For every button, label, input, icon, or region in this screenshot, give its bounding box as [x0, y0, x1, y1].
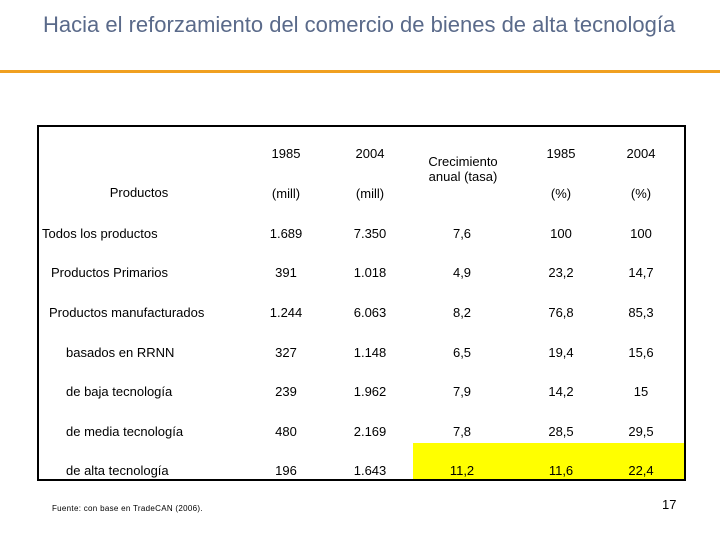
cell-2004-mill: 1.962 [353, 384, 387, 399]
row-label: Productos manufacturados [49, 305, 205, 320]
header-1985-mill: 1985 [271, 146, 301, 161]
cell-2004-pct: 22,4 [628, 463, 654, 478]
cell-2004-mill: 6.063 [353, 305, 387, 320]
row-label: basados en RRNN [66, 345, 175, 360]
cell-2004-mill: 1.018 [353, 265, 387, 280]
cell-1985-pct: 76,8 [548, 305, 574, 320]
cell-growth: 7,8 [452, 424, 472, 439]
cell-1985-mill: 239 [275, 384, 297, 399]
cell-growth: 7,6 [452, 226, 472, 241]
cell-1985-mill: 327 [275, 345, 297, 360]
cell-2004-pct: 15,6 [628, 345, 654, 360]
cell-2004-pct: 100 [630, 226, 652, 241]
highlight-growth-alta [413, 443, 511, 479]
page-number: 17 [662, 497, 677, 512]
cell-2004-mill: 1.643 [353, 463, 387, 478]
source-footnote: Fuente: con base en TradeCAN (2006). [52, 504, 203, 513]
highlight-pct1985-alta [511, 443, 611, 479]
highlight-pct2004-alta [611, 443, 684, 479]
title-underline [0, 70, 720, 73]
row-label: Productos Primarios [51, 265, 169, 280]
cell-2004-mill: 7.350 [353, 226, 387, 241]
row-label: de media tecnología [66, 424, 184, 439]
cell-1985-pct: 11,6 [548, 463, 574, 478]
cell-1985-pct: 19,4 [548, 345, 574, 360]
cell-2004-mill: 1.148 [353, 345, 387, 360]
cell-1985-pct: 14,2 [548, 384, 574, 399]
cell-1985-mill: 1.689 [269, 226, 303, 241]
cell-2004-mill: 2.169 [353, 424, 387, 439]
header-2004-mill: 2004 [355, 146, 385, 161]
cell-1985-mill: 391 [275, 265, 297, 280]
cell-growth: 4,9 [452, 265, 472, 280]
cell-growth: 8,2 [452, 305, 472, 320]
cell-growth: 11,2 [449, 463, 475, 478]
header-unit-3: (%) [550, 186, 572, 201]
header-2004-pct: 2004 [626, 146, 656, 161]
cell-growth: 7,9 [452, 384, 472, 399]
data-table-border [37, 125, 686, 481]
cell-1985-pct: 100 [550, 226, 572, 241]
cell-1985-mill: 1.244 [269, 305, 303, 320]
cell-2004-pct: 29,5 [628, 424, 654, 439]
header-1985-pct: 1985 [546, 146, 576, 161]
header-unit-2: (mill) [355, 186, 385, 201]
cell-1985-pct: 23,2 [548, 265, 574, 280]
header-productos: Productos [109, 185, 169, 200]
cell-2004-pct: 85,3 [628, 305, 654, 320]
header-unit-1: (mill) [271, 186, 301, 201]
row-label: de baja tecnología [66, 384, 173, 399]
row-label: Todos los productos [42, 226, 158, 241]
cell-2004-pct: 15 [633, 384, 649, 399]
cell-2004-pct: 14,7 [628, 265, 654, 280]
cell-1985-mill: 480 [275, 424, 297, 439]
cell-1985-pct: 28,5 [548, 424, 574, 439]
header-unit-4: (%) [630, 186, 652, 201]
row-label: de alta tecnología [66, 463, 169, 478]
cell-1985-mill: 196 [275, 463, 297, 478]
header-growth: Crecimiento anual (tasa) [428, 154, 498, 184]
slide-title: Hacia el reforzamiento del comercio de b… [43, 12, 676, 37]
cell-growth: 6,5 [452, 345, 472, 360]
